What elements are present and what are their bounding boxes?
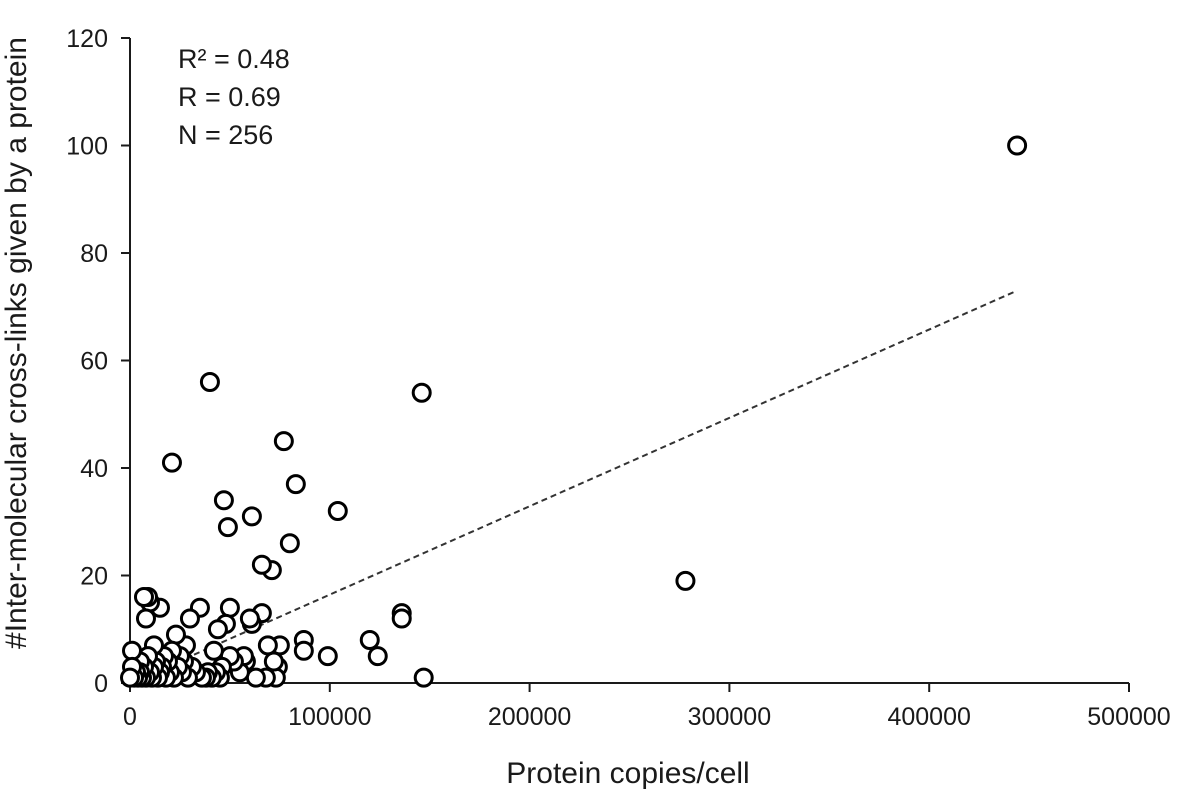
data-point	[135, 608, 156, 629]
x-tick-label: 100000	[288, 703, 371, 731]
y-tick-label: 80	[80, 240, 108, 268]
data-point	[161, 452, 182, 473]
x-tick-label: 0	[123, 703, 137, 731]
y-axis-ticks: 0 20 40 60 80 100 120	[66, 25, 130, 698]
data-point	[245, 667, 266, 688]
data-point	[317, 646, 338, 667]
data-point	[359, 630, 380, 650]
data-point	[239, 608, 260, 629]
data-point	[263, 651, 284, 672]
data-point	[241, 506, 262, 527]
y-tick-label: 60	[80, 348, 108, 376]
y-axis-title: #Inter-molecular cross-links given by a …	[0, 37, 33, 649]
data-point	[213, 490, 234, 511]
data-point	[179, 608, 200, 629]
data-point	[251, 554, 272, 575]
data-point	[133, 587, 154, 607]
y-tick-label: 40	[80, 455, 108, 483]
data-point	[327, 501, 348, 521]
data-point	[391, 608, 412, 629]
trend-line	[129, 289, 1018, 684]
data-point	[219, 597, 240, 618]
x-tick-label: 200000	[488, 703, 571, 731]
data-point	[207, 619, 228, 640]
data-point	[199, 372, 220, 392]
annotation-r-squared: R² = 0.48	[178, 44, 290, 74]
annotation-r: R = 0.69	[178, 82, 281, 112]
y-tick-label: 20	[80, 563, 108, 591]
x-tick-label: 500000	[1087, 703, 1170, 731]
data-point	[217, 517, 238, 538]
data-point	[367, 646, 388, 667]
x-axis-ticks: 0 100000 200000 300000 400000 500000	[123, 683, 1171, 731]
data-point	[413, 667, 434, 688]
data-point	[203, 640, 224, 661]
data-point	[293, 640, 314, 661]
data-point	[257, 635, 278, 656]
x-tick-label: 300000	[688, 703, 771, 731]
y-tick-label: 100	[66, 133, 108, 161]
y-tick-label: 120	[66, 25, 108, 53]
data-point	[675, 570, 696, 591]
data-point	[411, 382, 432, 403]
y-tick-label: 0	[94, 670, 108, 698]
data-points	[120, 135, 1028, 688]
x-tick-label: 400000	[887, 703, 970, 731]
data-point	[165, 624, 186, 645]
data-point	[121, 640, 142, 661]
data-point	[279, 533, 300, 554]
data-point	[1007, 135, 1028, 156]
data-point	[120, 667, 140, 688]
x-axis-title: Protein copies/cell	[506, 757, 749, 790]
data-point	[273, 431, 294, 452]
annotation-n: N = 256	[178, 120, 273, 150]
data-point	[285, 474, 306, 495]
